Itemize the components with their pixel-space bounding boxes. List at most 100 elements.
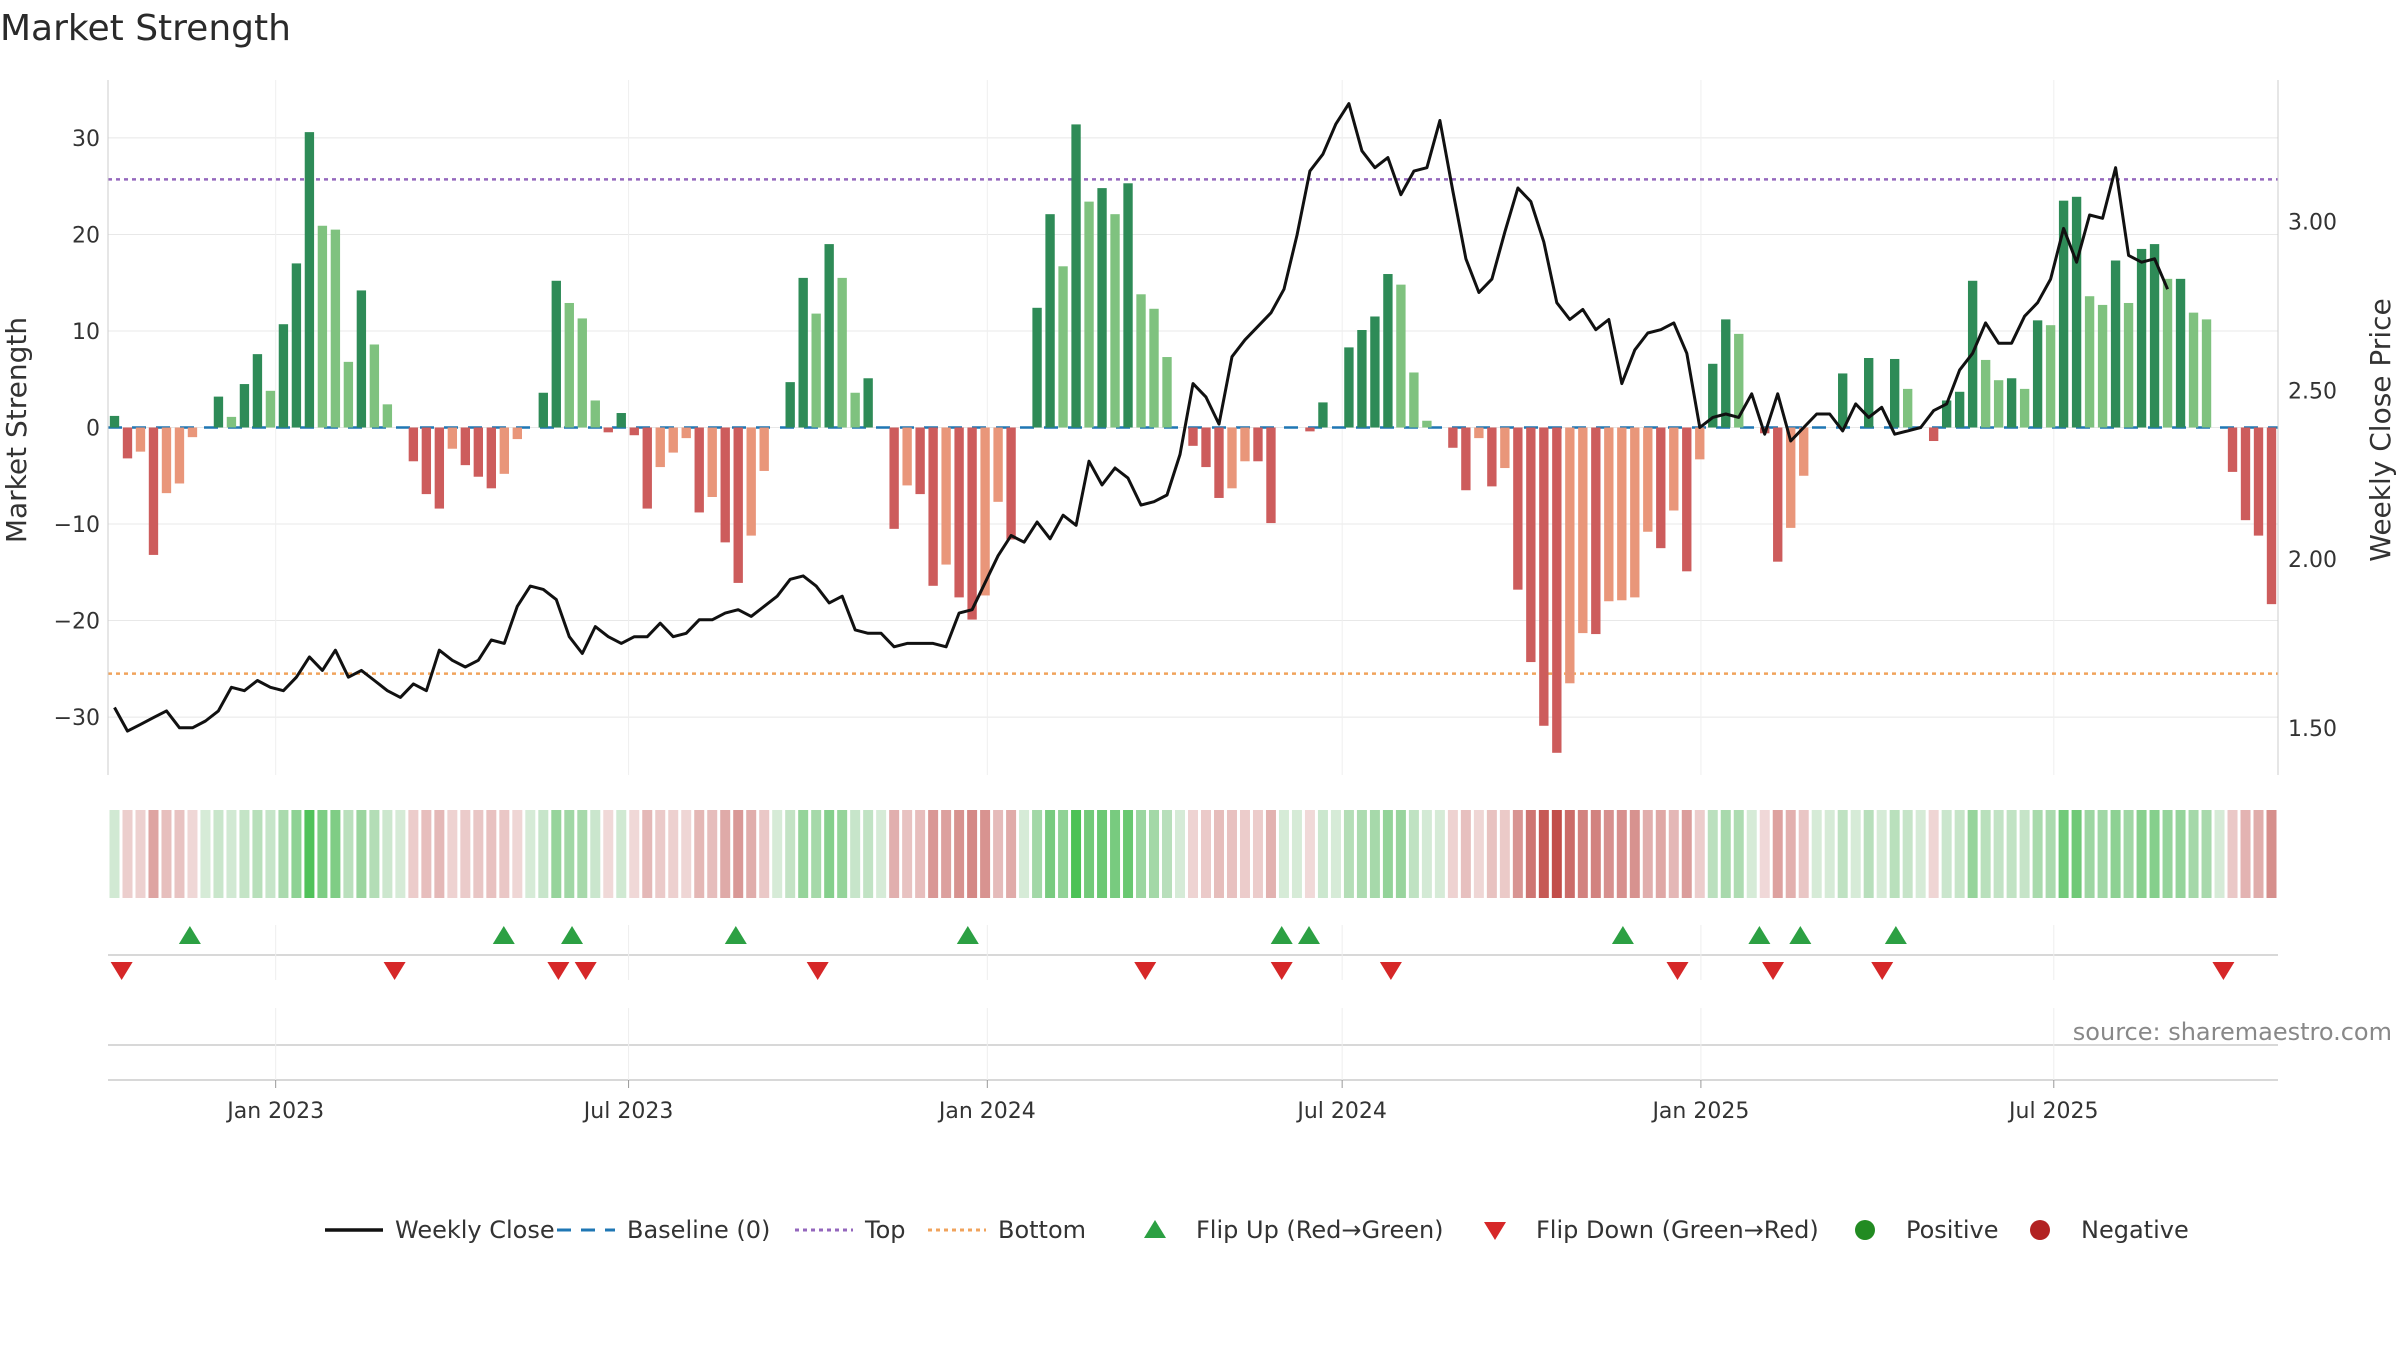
strength-bar: [213, 396, 224, 428]
strength-bar: [1889, 358, 1900, 428]
strength-bar: [473, 427, 484, 477]
heat-cell: [1330, 810, 1341, 898]
heat-cell: [694, 810, 705, 898]
strength-bar: [915, 427, 925, 495]
heat-cell: [421, 810, 432, 898]
strength-bar: [408, 427, 419, 462]
strength-bar: [1006, 427, 1016, 540]
heat-cell: [1421, 810, 1432, 898]
left-tick-label: −10: [54, 513, 100, 538]
flip-up-marker: [561, 926, 584, 944]
strength-bar: [460, 427, 471, 466]
heat-cell: [2045, 810, 2056, 898]
strength-bar: [421, 427, 432, 495]
strength-bar: [1734, 333, 1744, 428]
legend-swatch-triangle-down: [1484, 1222, 1506, 1240]
heat-cell: [798, 810, 809, 898]
x-tick-label: Jul 2025: [2007, 1099, 2099, 1124]
heat-cell: [1941, 810, 1952, 898]
strength-bar: [1149, 308, 1159, 428]
heat-cell: [642, 810, 653, 898]
heat-cell: [1343, 810, 1354, 898]
heat-cell: [1084, 810, 1095, 898]
heat-cell: [1032, 810, 1043, 898]
heat-cell: [1798, 810, 1809, 898]
strength-bar: [720, 427, 730, 543]
strength-bar: [655, 427, 665, 468]
strength-bar: [2019, 388, 2030, 428]
heat-cell: [1395, 810, 1406, 898]
left-tick-label: 30: [72, 127, 100, 152]
chart-legend: Weekly Close Baseline (0) Top Bottom Flip Up…: [325, 1216, 2189, 1244]
strength-bar: [1656, 427, 1666, 549]
heat-cell: [1200, 810, 1211, 898]
flip-down-marker: [1134, 962, 1157, 980]
heat-cell: [785, 810, 796, 898]
heat-cell: [1382, 810, 1393, 898]
heat-cell: [1551, 810, 1562, 898]
flip-up-marker: [492, 926, 515, 944]
heat-cell: [2019, 810, 2030, 898]
heat-cell: [1317, 810, 1328, 898]
heat-cell: [330, 810, 341, 898]
strength-bar: [1188, 427, 1198, 446]
flip-up-marker: [1298, 926, 1321, 944]
strength-bar: [1954, 391, 1965, 428]
strength-bar: [811, 313, 821, 428]
heat-cell: [2097, 810, 2108, 898]
heat-cell: [2071, 810, 2082, 898]
strength-bar: [1227, 427, 1237, 489]
x-axis: Jan 2023 Jul 2023 Jan 2024 Jul 2024 Jan 2025…: [225, 1080, 2099, 1124]
strength-bar: [2071, 196, 2082, 428]
heat-cell: [1408, 810, 1419, 898]
strength-bar: [187, 427, 198, 438]
heat-cell: [1642, 810, 1653, 898]
strength-bar: [1928, 427, 1939, 442]
heat-cell: [265, 810, 276, 898]
strength-bar: [1084, 201, 1094, 428]
strength-bar: [746, 427, 756, 536]
strength-bar: [447, 427, 458, 449]
heat-cell: [2175, 810, 2186, 898]
legend-item: Flip Down (Green→Red): [1484, 1216, 1819, 1244]
heat-cell: [1045, 810, 1056, 898]
heat-cell: [2214, 810, 2225, 898]
strength-bar: [564, 302, 574, 428]
heat-cell: [941, 810, 952, 898]
strength-bar: [1500, 427, 1510, 469]
strength-bar: [369, 344, 380, 428]
strength-bar: [2110, 260, 2121, 428]
heat-cell: [551, 810, 562, 898]
strength-bar: [889, 427, 899, 529]
heat-cell: [837, 810, 848, 898]
strength-bar: [1305, 427, 1315, 432]
heat-cell: [1564, 810, 1575, 898]
strength-heat-strip: [109, 810, 2277, 898]
flip-markers-panel: [108, 925, 2278, 1081]
heat-cell: [1681, 810, 1692, 898]
heat-cell: [1149, 810, 1160, 898]
heat-cell: [915, 810, 926, 898]
heat-cell: [1175, 810, 1186, 898]
heat-cell: [395, 810, 406, 898]
heat-cell: [2006, 810, 2017, 898]
strength-bar: [486, 427, 497, 489]
heat-cell: [668, 810, 679, 898]
flip-down-marker: [1666, 962, 1689, 980]
right-tick-label: 2.50: [2288, 379, 2337, 404]
strength-bar: [668, 427, 678, 453]
heat-cell: [2227, 810, 2238, 898]
flip-up-marker: [1270, 926, 1293, 944]
strength-bar: [590, 400, 600, 428]
strength-bar: [1344, 347, 1354, 428]
strength-bar: [1058, 266, 1068, 428]
flip-down-marker: [1762, 962, 1785, 980]
strength-bar: [109, 415, 120, 428]
heat-cell: [1876, 810, 1887, 898]
strength-bar: [512, 427, 522, 440]
strength-bar: [2123, 302, 2134, 428]
strength-bar: [1902, 388, 1913, 428]
heat-cell: [304, 810, 315, 898]
heat-cell: [408, 810, 419, 898]
strength-bar: [1695, 427, 1705, 460]
